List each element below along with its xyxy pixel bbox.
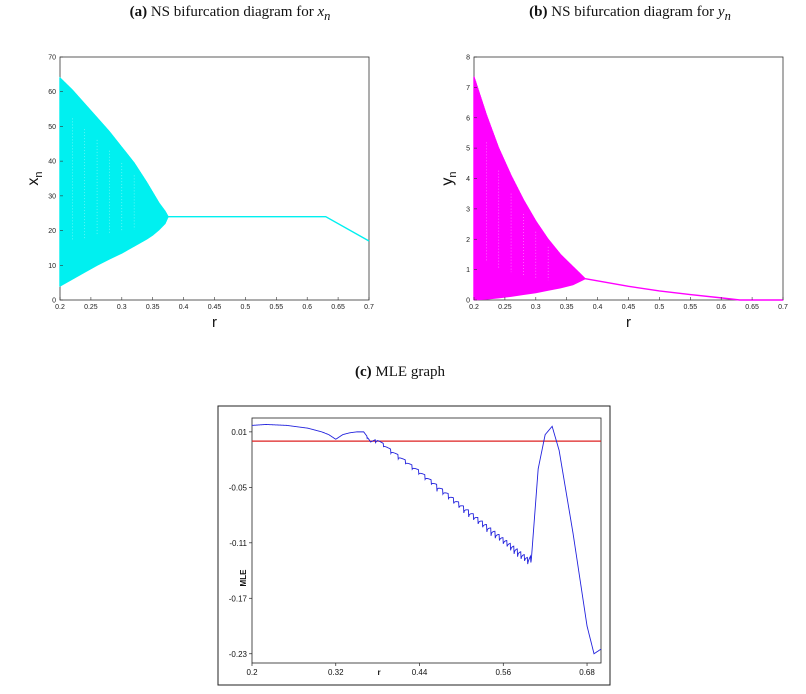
chart-c-xlabel: r — [377, 668, 380, 677]
chart-a-ylabel: xn — [25, 171, 45, 185]
chart-a-xtick-label: 0.65 — [331, 304, 345, 311]
chart-a-ytick-label: 60 — [48, 89, 56, 96]
chart-c-ytick-label: -0.23 — [229, 650, 248, 659]
caption-c: (c) MLE graph — [340, 364, 460, 381]
chart-a-xtick-label: 0.5 — [241, 304, 251, 311]
chart-c-ytick-label: 0.01 — [231, 428, 247, 437]
chart-a-ytick-label: 50 — [48, 124, 56, 131]
chart-b-xtick-label: 0.55 — [683, 304, 697, 311]
chart-b-ylabel: yn — [439, 171, 459, 185]
chart-a-xlabel: r — [212, 314, 217, 331]
chart-a-xtick-label: 0.45 — [208, 304, 222, 311]
caption-a-tag: (a) — [129, 4, 148, 20]
chart-c-ylabel: MLE — [239, 569, 248, 587]
chart-b-ytick-label: 0 — [466, 298, 470, 305]
chart-b-xtick-label: 0.45 — [622, 304, 636, 311]
chart-a-xtick-label: 0.3 — [117, 304, 127, 311]
chart-a-xtick-label: 0.6 — [302, 304, 312, 311]
caption-b-tag: (b) — [529, 4, 548, 20]
caption-c-tag: (c) — [355, 364, 372, 380]
chart-c-xtick-label: 0.2 — [246, 668, 258, 677]
chart-a-ytick-label: 20 — [48, 228, 56, 235]
chart-b-xtick-label: 0.25 — [498, 304, 512, 311]
chart-b-xtick-label: 0.65 — [745, 304, 759, 311]
chart-a-xtick-label: 0.4 — [179, 304, 189, 311]
caption-a-text: NS bifurcation diagram for — [150, 4, 314, 20]
chart-b-fixed-point-line — [585, 278, 783, 301]
chart-b-ytick-label: 7 — [466, 85, 470, 92]
chart-a-xtick-label: 0.2 — [55, 304, 65, 311]
caption-a-sub: n — [324, 9, 331, 23]
chart-c-xtick-label: 0.44 — [412, 668, 428, 677]
caption-b: (b) NS bifurcation diagram for yn — [510, 4, 750, 24]
chart-b-xtick-label: 0.7 — [778, 304, 788, 311]
chart-a-xtick-label: 0.55 — [269, 304, 283, 311]
chart-a-fixed-point-line — [168, 215, 370, 242]
chart-c-xtick-label: 0.68 — [579, 668, 595, 677]
chart-c-ytick-label: -0.05 — [229, 483, 248, 492]
caption-b-text: NS bifurcation diagram for — [551, 4, 715, 20]
chart-b-xtick-label: 0.6 — [716, 304, 726, 311]
chart-c-mle-curve — [251, 424, 602, 655]
chart-b-xtick-label: 0.4 — [593, 304, 603, 311]
caption-a: (a) NS bifurcation diagram for xn — [110, 4, 350, 24]
chart-b-band-striations — [486, 142, 549, 281]
chart-a-ylabel-main: x — [25, 178, 42, 186]
chart-a-xtick-label: 0.25 — [84, 304, 98, 311]
chart-b-ytick-label: 6 — [466, 115, 470, 122]
chart-c-plot-frame — [251, 417, 602, 664]
chart-a-band-striations — [72, 118, 135, 242]
chart-b-ytick-label: 1 — [466, 267, 470, 274]
caption-a-var: x — [317, 4, 325, 20]
chart-a-ytick-label: 10 — [48, 263, 56, 270]
chart-b-xtick-label: 0.35 — [560, 304, 574, 311]
chart-a-ytick-label: 70 — [48, 55, 56, 62]
chart-b-ylabel-sub: n — [447, 171, 459, 177]
chart-b-ytick-label: 4 — [466, 176, 470, 183]
chart-b-ytick-label: 3 — [466, 206, 470, 213]
chart-a-ytick-label: 40 — [48, 159, 56, 166]
chart-b-xtick-label: 0.3 — [531, 304, 541, 311]
chart-b-ytick-label: 8 — [466, 55, 470, 62]
chart-b-xlabel: r — [626, 314, 631, 331]
chart-a-ytick-label: 30 — [48, 193, 56, 200]
chart-c-xtick-label: 0.32 — [328, 668, 344, 677]
chart-b-xtick-label: 0.5 — [655, 304, 665, 311]
chart-c-ytick-label: -0.11 — [229, 539, 247, 548]
chart-a-ylabel-sub: n — [33, 171, 45, 177]
chart-a-ytick-label: 0 — [52, 298, 56, 305]
chart-b-ytick-label: 5 — [466, 146, 470, 153]
chart-b-ylabel-main: y — [439, 178, 456, 186]
caption-b-sub: n — [724, 9, 731, 23]
caption-b-var: y — [717, 4, 725, 20]
chart-b-xtick-label: 0.2 — [469, 304, 479, 311]
chart-c-ytick-label: -0.17 — [229, 594, 248, 603]
chart-c-xtick-label: 0.56 — [495, 668, 511, 677]
chart-a-xtick-label: 0.7 — [364, 304, 374, 311]
caption-c-text: MLE graph — [375, 364, 445, 380]
chart-b-ytick-label: 2 — [466, 237, 470, 244]
chart-a-xtick-label: 0.35 — [146, 304, 160, 311]
chart-a-band-envelope — [59, 76, 169, 287]
